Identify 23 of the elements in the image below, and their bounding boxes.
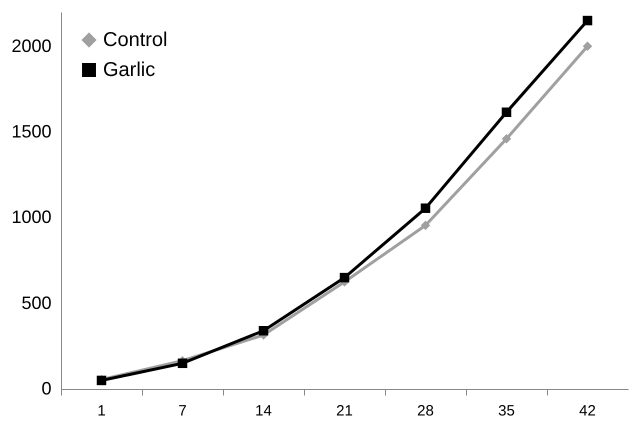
point [420, 220, 430, 230]
legend-label: Garlic [103, 59, 156, 81]
point [178, 358, 188, 368]
point [420, 203, 430, 213]
point [258, 326, 268, 336]
x-tick-label: 7 [178, 402, 187, 420]
x-tick-label: 28 [417, 402, 434, 420]
x-tick-label: 21 [336, 402, 353, 420]
y-tick-label: 1500 [11, 121, 52, 142]
y-tick-label: 2000 [11, 36, 52, 56]
legend-label: Control [103, 29, 168, 51]
point [502, 134, 512, 144]
point [340, 272, 350, 282]
x-tick-label: 1 [97, 402, 106, 420]
x-tick-label: 14 [255, 402, 272, 420]
x-tick-label: 42 [579, 402, 596, 420]
y-tick-label: 1000 [11, 207, 52, 228]
point [582, 42, 592, 52]
point [582, 16, 592, 26]
point [502, 108, 512, 117]
x-tick-label: 35 [498, 402, 515, 420]
y-tick-label: 500 [21, 292, 52, 313]
y-tick-label: 0 [41, 378, 52, 398]
